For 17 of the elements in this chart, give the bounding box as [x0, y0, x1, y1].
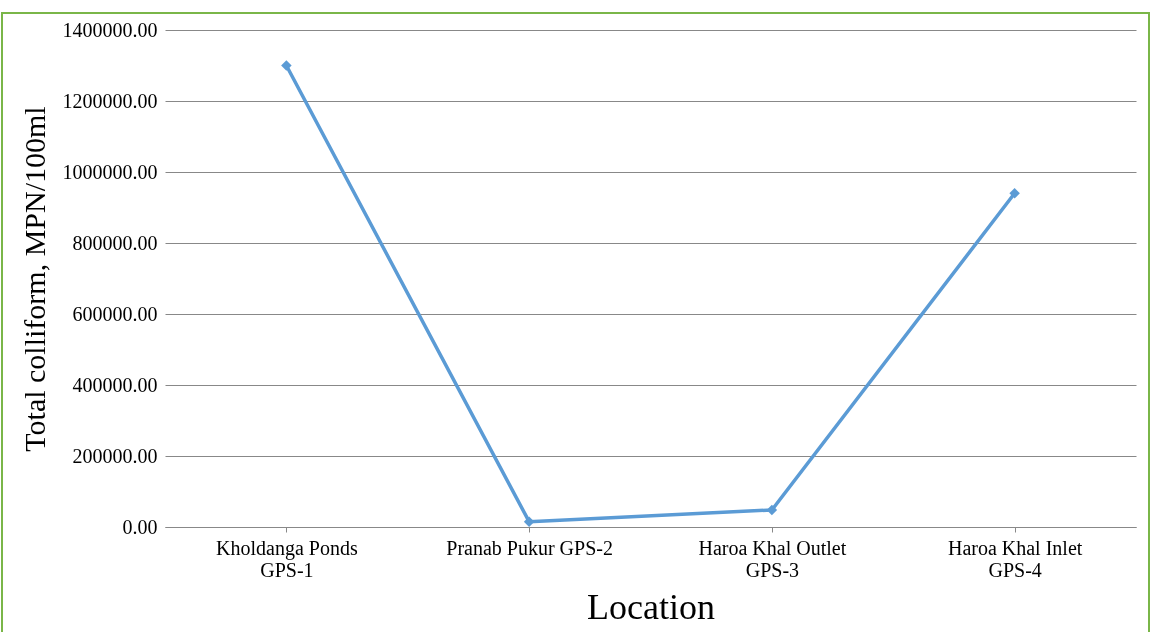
y-tick-label: 200000.00	[72, 444, 158, 467]
point	[1009, 188, 1020, 199]
y-tick-label: 1000000.00	[62, 160, 158, 183]
y-tick-label: 800000.00	[72, 231, 158, 254]
x-axis-title: Location	[587, 586, 715, 627]
point	[766, 504, 778, 516]
y-tick-label: 400000.00	[72, 373, 158, 396]
y-axis-title: Total colliform, MPN/100ml	[17, 106, 51, 452]
point	[281, 60, 292, 71]
x-tick-label: Pranab Pukur GPS-2	[446, 536, 613, 559]
y-tick-label: 0.00	[122, 515, 158, 538]
y-tick-label: 1200000.00	[62, 89, 158, 112]
x-tick-label: Kholdanga Ponds GPS-1	[216, 536, 358, 581]
x-tick-label: Haroa Khal Inlet GPS-4	[947, 536, 1083, 581]
y-tick-label: 600000.00	[72, 302, 158, 325]
y-tick-label: 1400000.00	[62, 18, 158, 41]
x-tick-label: Haroa Khal Outlet GPS-3	[698, 536, 847, 581]
